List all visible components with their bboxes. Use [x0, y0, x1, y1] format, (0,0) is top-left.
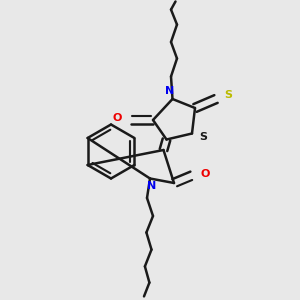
Text: O: O — [201, 169, 210, 179]
Text: O: O — [112, 112, 122, 123]
Text: N: N — [165, 86, 174, 97]
Text: S: S — [200, 131, 207, 142]
Text: S: S — [225, 90, 232, 100]
Text: N: N — [147, 181, 156, 191]
